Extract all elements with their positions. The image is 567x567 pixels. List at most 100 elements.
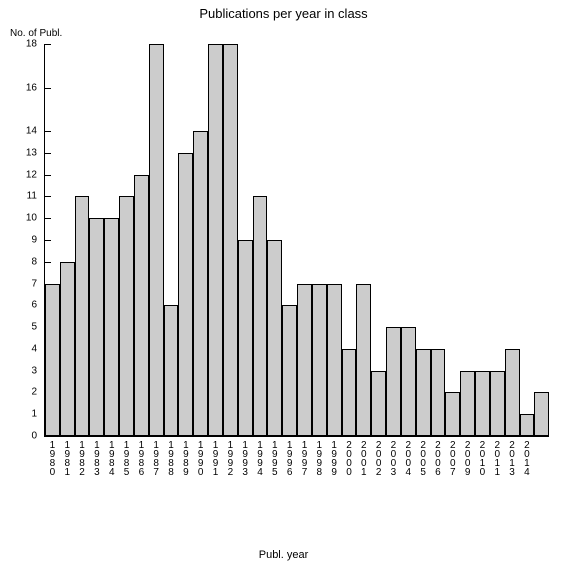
x-tick-label: 2002 — [373, 436, 384, 476]
bar-slot — [60, 44, 75, 436]
x-tick-label: 1996 — [284, 436, 295, 476]
bar — [297, 284, 312, 436]
x-tick-label: 1999 — [329, 436, 340, 476]
bar — [534, 392, 549, 436]
y-tick-label: 2 — [31, 387, 45, 398]
plot-area: 012345678910111213141618 198019811982198… — [44, 44, 549, 437]
bar — [445, 392, 460, 436]
x-tick-slot: 2002 — [371, 436, 386, 476]
bar-slot — [534, 44, 549, 436]
y-tick-label: 12 — [26, 169, 45, 180]
y-axis-label: No. of Publ. — [10, 28, 62, 39]
x-tick-label: 2000 — [343, 436, 354, 476]
x-tick-slot: 1981 — [60, 436, 75, 476]
x-tick-slot: 1982 — [75, 436, 90, 476]
bar — [371, 371, 386, 436]
bar — [75, 196, 90, 436]
x-tick-label: 1980 — [47, 436, 58, 476]
bar-slot — [149, 44, 164, 436]
y-tick-label: 14 — [26, 126, 45, 137]
x-tick-label: 1984 — [106, 436, 117, 476]
y-tick-label: 11 — [27, 191, 45, 202]
x-tick-slot: 1997 — [297, 436, 312, 476]
bar-slot — [520, 44, 535, 436]
x-tick-slot: 2004 — [401, 436, 416, 476]
x-tick-label: 2006 — [432, 436, 443, 476]
bar-slot — [505, 44, 520, 436]
x-tick-label: 1989 — [180, 436, 191, 476]
bar-slot — [238, 44, 253, 436]
bar — [386, 327, 401, 436]
bar — [490, 371, 505, 436]
bars-container — [45, 44, 549, 436]
bar-slot — [490, 44, 505, 436]
bar — [193, 131, 208, 436]
bar — [416, 349, 431, 436]
x-tick-label: 2009 — [462, 436, 473, 476]
x-tick-label: 1997 — [299, 436, 310, 476]
bar — [401, 327, 416, 436]
x-tick-label: 1991 — [210, 436, 221, 476]
x-tick-label: 1981 — [62, 436, 73, 476]
x-tick-label: 1994 — [255, 436, 266, 476]
x-tick-label: 2013 — [507, 436, 518, 476]
x-tick-label: 1992 — [225, 436, 236, 476]
bar — [149, 44, 164, 436]
bar-slot — [416, 44, 431, 436]
x-tick-slot: 2009 — [460, 436, 475, 476]
x-tick-slot: 1993 — [238, 436, 253, 476]
bar — [89, 218, 104, 436]
bar — [431, 349, 446, 436]
x-tick-label: 1993 — [240, 436, 251, 476]
x-tick-slot: 1984 — [104, 436, 119, 476]
x-tick-slot: 1990 — [193, 436, 208, 476]
x-tick-label: 1985 — [121, 436, 132, 476]
y-tick-label: 0 — [31, 431, 45, 442]
x-tick-slot — [534, 436, 549, 476]
bar — [178, 153, 193, 436]
chart-title: Publications per year in class — [0, 6, 567, 21]
y-tick-label: 5 — [31, 322, 45, 333]
bar-slot — [253, 44, 268, 436]
bar-slot — [475, 44, 490, 436]
bar — [223, 44, 238, 436]
y-tick-label: 16 — [26, 82, 45, 93]
x-tick-slot: 1996 — [282, 436, 297, 476]
bar-slot — [431, 44, 446, 436]
bar — [253, 196, 268, 436]
bar — [282, 305, 297, 436]
x-axis-label: Publ. year — [0, 549, 567, 561]
bar — [104, 218, 119, 436]
bar-slot — [208, 44, 223, 436]
bar — [267, 240, 282, 436]
x-tick-label: 1995 — [269, 436, 280, 476]
x-tick-slot: 1980 — [45, 436, 60, 476]
x-tick-slot: 2011 — [490, 436, 505, 476]
x-ticks: 1980198119821983198419851986198719881989… — [45, 436, 549, 476]
y-tick-label: 4 — [31, 343, 45, 354]
bar-slot — [445, 44, 460, 436]
x-tick-slot: 1998 — [312, 436, 327, 476]
bar-slot — [282, 44, 297, 436]
bar-slot — [312, 44, 327, 436]
x-tick-slot: 2007 — [445, 436, 460, 476]
x-tick-label: 2004 — [403, 436, 414, 476]
bar-slot — [223, 44, 238, 436]
x-tick-label: 1990 — [195, 436, 206, 476]
bar-slot — [342, 44, 357, 436]
x-tick-label: 2005 — [418, 436, 429, 476]
bar-slot — [89, 44, 104, 436]
x-tick-slot: 1986 — [134, 436, 149, 476]
y-tick-label: 18 — [26, 39, 45, 50]
x-tick-slot: 1988 — [164, 436, 179, 476]
x-tick-label: 2007 — [447, 436, 458, 476]
bar — [134, 175, 149, 436]
y-tick-label: 1 — [31, 409, 45, 420]
x-tick-label: 1988 — [166, 436, 177, 476]
bar — [475, 371, 490, 436]
bar — [460, 371, 475, 436]
x-tick-slot: 1994 — [253, 436, 268, 476]
x-tick-slot: 1995 — [267, 436, 282, 476]
x-tick-label: 1998 — [314, 436, 325, 476]
x-tick-slot: 1992 — [223, 436, 238, 476]
